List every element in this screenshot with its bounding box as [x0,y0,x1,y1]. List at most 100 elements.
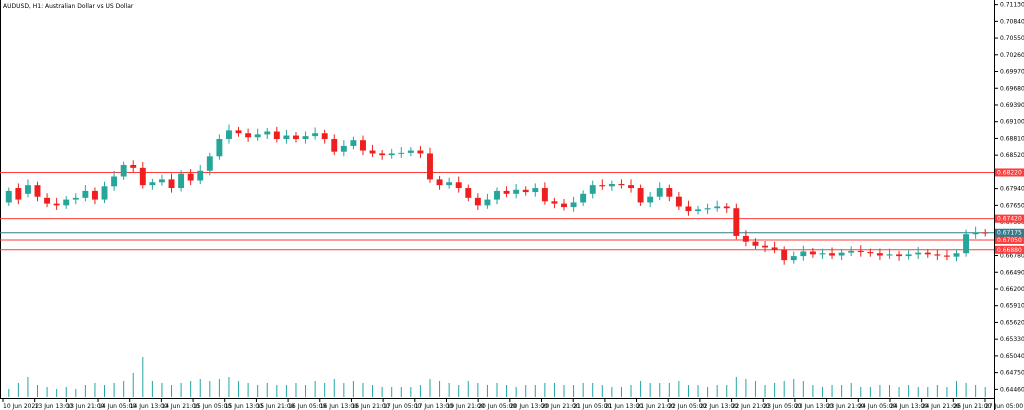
candle-body [752,241,759,246]
x-tick-label: 21 Jun 05:00 [573,403,611,410]
candle-body [245,133,252,138]
candle-body [503,190,510,194]
x-tick-label: 13 Jun 13:00 [35,403,73,410]
candle-body [695,209,701,212]
x-tick-label: 15 Jun 21:00 [256,403,294,410]
y-tick-label: 0.71130 [1000,2,1024,9]
candle-body [53,203,60,206]
candle-body [111,176,118,187]
x-tick-label: 21 Jun 13:00 [605,403,643,410]
candle-body [24,185,31,194]
level-price-badge [995,168,1024,177]
candle-body [293,135,299,140]
candle-body [867,252,874,254]
y-tick-label: 0.70260 [1000,52,1024,59]
y-tick-label: 0.66780 [1000,253,1024,260]
x-tick-label: 15 Jun 13:00 [225,403,263,410]
y-tick-label: 0.65620 [1000,319,1024,326]
candle-body [446,182,453,186]
candle-body [829,253,836,256]
candle-body [513,189,520,194]
current-price-badge [995,228,1024,237]
x-tick-label: 16 Jun 21:00 [351,403,389,410]
y-tick-label: 0.69390 [1000,102,1024,109]
level-price-label: 0.67420 [997,216,1022,223]
candle-body [407,150,414,153]
y-tick-label: 0.67940 [1000,186,1024,193]
candle-body [331,139,338,152]
candle-body [532,188,539,193]
candle-body [570,202,577,208]
candle-body [608,184,615,187]
y-tick-label: 0.66490 [1000,269,1024,276]
level-price-badge [995,214,1024,223]
candle-body [896,254,903,257]
candle-body [838,252,845,256]
candle-body [963,234,970,254]
candle-body [168,179,175,189]
candle-body [340,145,347,152]
candle-body [254,134,261,138]
candle-body [819,253,826,255]
level-price-badge [995,245,1024,254]
candle-body [704,208,711,210]
candle-body [417,150,424,154]
candle-body [666,188,673,197]
candle-body [857,250,864,253]
candle-body [197,170,204,181]
y-tick-label: 0.69100 [1000,119,1024,126]
candle-body [675,196,682,207]
candle-body [158,179,165,183]
candle-body [369,150,376,154]
candle-body [427,153,433,180]
candle-body [5,190,12,203]
x-tick-label: 16 Jun 05:00 [288,403,326,410]
y-tick-label: 0.66200 [1000,286,1024,293]
candle-body [283,135,290,140]
candle-body [953,253,960,257]
level-price-label: 0.67050 [997,237,1022,244]
candle-body [101,186,108,200]
candle-body [235,130,242,134]
candle-body [647,196,654,203]
x-tick-label: 21 Jun 21:00 [637,403,675,410]
candle-body [216,139,223,157]
candle-body [972,232,979,235]
x-tick-label: 23 Jun 21:00 [827,403,865,410]
candle-body [762,245,769,248]
x-tick-label: 20 Jun 13:00 [510,403,548,410]
candle-body [541,188,548,202]
candle-body [225,130,232,140]
candle-body [15,188,22,200]
x-tick-label: 27 Jun 05:00 [985,403,1023,410]
candle-body [187,173,194,181]
volume-bars [8,357,986,397]
candle-body [379,153,386,156]
candle-body [455,182,462,189]
candle-body [742,235,749,242]
candle-body [120,164,127,177]
candle-body [484,199,491,206]
candle-body [44,197,51,204]
y-tick-label: 0.68810 [1000,135,1024,142]
candle-body [522,189,529,193]
y-tick-label: 0.68520 [1000,152,1024,159]
candle-body [800,251,807,257]
candle-body [436,179,443,186]
candle-body [139,167,146,186]
candle-body [178,173,185,189]
y-tick-label: 0.65330 [1000,336,1024,343]
candle-body [637,188,644,203]
x-tick-label: 15 Jun 05:00 [193,403,231,410]
x-tick-label: 17 Jun 05:00 [383,403,421,410]
candle-body [589,185,596,194]
candle-body [494,190,500,200]
candle-body [656,188,663,197]
candle-body [924,252,931,255]
candle-body [388,153,395,156]
current-price-label: 0.67175 [997,230,1022,237]
candle-body [848,250,855,253]
